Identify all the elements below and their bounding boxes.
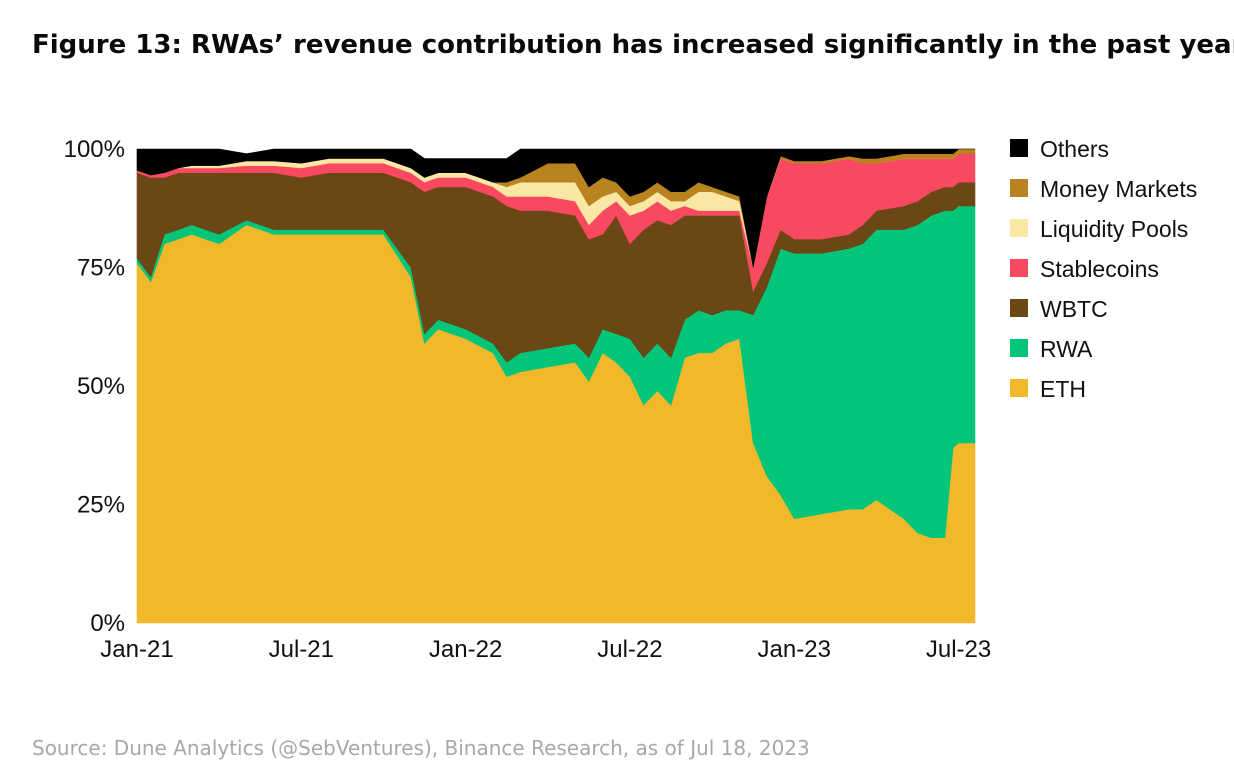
legend-label: Others bbox=[1040, 136, 1109, 162]
y-tick-label: 100% bbox=[64, 136, 125, 163]
y-tick-label: 50% bbox=[77, 373, 125, 400]
x-tick-label: Jul-23 bbox=[926, 636, 991, 663]
area-others bbox=[136, 148, 975, 268]
legend-label: Stablecoins bbox=[1040, 256, 1159, 282]
y-tick-label: 25% bbox=[77, 492, 125, 519]
y-tick-label: 75% bbox=[77, 255, 125, 282]
x-axis: Jan-21 Jul-21 Jan-22 Jul-22 Jan-23 Jul-23 bbox=[100, 636, 991, 663]
legend: Others Money Markets Liquidity Pools Stable… bbox=[1010, 136, 1197, 402]
legend-swatch bbox=[1010, 299, 1028, 317]
y-tick-label: 0% bbox=[90, 610, 125, 637]
x-tick-label: Jul-21 bbox=[269, 636, 334, 663]
legend-swatch bbox=[1010, 179, 1028, 197]
x-tick-label: Jan-21 bbox=[100, 636, 173, 663]
source-note: Source: Dune Analytics (@SebVentures), B… bbox=[32, 736, 810, 760]
plot-area bbox=[136, 148, 976, 624]
legend-label: WBTC bbox=[1040, 296, 1108, 322]
legend-swatch bbox=[1010, 379, 1028, 397]
legend-swatch bbox=[1010, 339, 1028, 357]
legend-swatch bbox=[1010, 219, 1028, 237]
legend-swatch bbox=[1010, 259, 1028, 277]
figure-title: Figure 13: RWAs’ revenue contribution ha… bbox=[32, 30, 1234, 60]
x-tick-label: Jul-22 bbox=[597, 636, 662, 663]
legend-label: Money Markets bbox=[1040, 176, 1197, 202]
legend-label: RWA bbox=[1040, 336, 1093, 362]
legend-swatch bbox=[1010, 139, 1028, 157]
legend-label: ETH bbox=[1040, 376, 1086, 402]
legend-label: Liquidity Pools bbox=[1040, 216, 1188, 242]
y-axis: 0% 25% 50% 75% 100% bbox=[64, 136, 125, 637]
x-tick-label: Jan-22 bbox=[429, 636, 502, 663]
x-tick-label: Jan-23 bbox=[758, 636, 831, 663]
